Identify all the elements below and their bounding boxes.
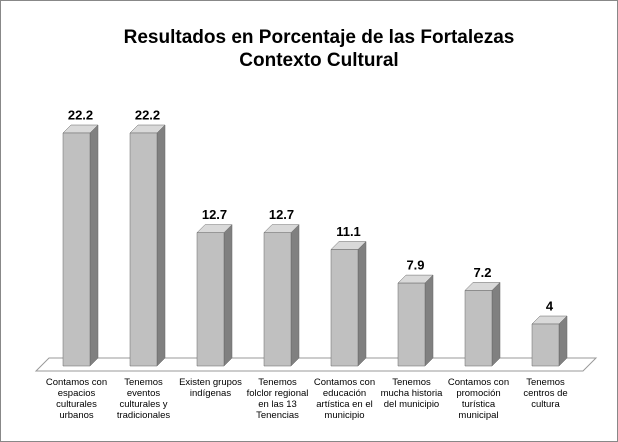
data-label: 7.2	[473, 265, 491, 280]
bar-face	[263, 232, 292, 367]
data-label: 22.2	[68, 107, 93, 122]
floor	[34, 357, 598, 372]
bar	[129, 124, 166, 367]
bar-face	[357, 240, 367, 367]
bar	[62, 124, 99, 367]
bar-face	[156, 124, 166, 367]
data-label: 22.2	[135, 107, 160, 122]
bar	[263, 224, 300, 367]
x-tick-label: Contamos con educación artística en el m…	[313, 377, 376, 421]
bar-face	[464, 290, 493, 367]
x-tick-label: Tenemos centros de cultura	[523, 377, 568, 410]
bar	[464, 281, 501, 367]
data-label: 12.7	[269, 207, 294, 222]
x-tick-label: Tenemos eventos culturales y tradicional…	[116, 377, 171, 421]
x-tick-label: Contamos con espacios culturales urbanos	[45, 377, 108, 421]
bar-face	[223, 224, 233, 367]
bar-face	[424, 274, 434, 367]
data-label: 7.9	[406, 258, 424, 273]
data-label: 4	[546, 298, 554, 313]
bar-face	[491, 281, 501, 367]
bar	[196, 224, 233, 367]
bar-face	[129, 132, 158, 367]
data-label: 12.7	[202, 207, 227, 222]
bar-face	[62, 132, 91, 367]
x-tick-label: Contamos con promoción turística municip…	[447, 377, 510, 421]
bar-face	[330, 249, 359, 367]
bar-face	[531, 323, 560, 367]
bar-face	[196, 232, 225, 367]
bar-face	[89, 124, 99, 367]
bar-face	[397, 282, 426, 367]
data-label: 11.1	[336, 224, 361, 239]
bar-face	[290, 224, 300, 367]
x-tick-label: Existen grupos indígenas	[179, 377, 242, 399]
bar	[531, 315, 568, 367]
chart-title: Contexto Cultural	[239, 50, 398, 71]
bar-face	[558, 315, 568, 367]
bar	[330, 240, 367, 367]
x-tick-label: Tenemos folclor regional en las 13 Tenen…	[246, 377, 309, 421]
x-tick-label: Tenemos mucha historia del municipio	[380, 377, 443, 410]
chart-title: Resultados en Porcentaje de las Fortalez…	[124, 27, 515, 48]
bar	[397, 274, 434, 367]
